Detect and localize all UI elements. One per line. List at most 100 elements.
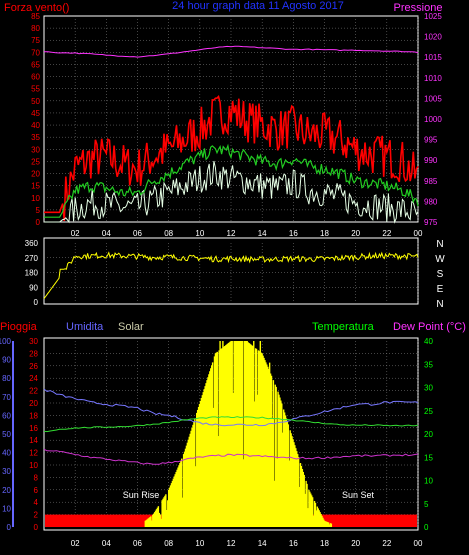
pressure-axis-label: Pressione xyxy=(394,2,443,14)
chart-title: 24 hour graph data 11 Agosto 2017 xyxy=(172,0,344,12)
weather-x-tick-label: 22 xyxy=(382,539,391,548)
direction-series xyxy=(43,251,419,299)
pressure-tick-label: 980 xyxy=(424,197,438,206)
pressure-tick-label: 985 xyxy=(424,177,438,186)
wind-tick-label: 35 xyxy=(31,133,40,142)
rain-tick-label: 8 xyxy=(34,473,39,482)
rain-tick-label: 10 xyxy=(29,461,38,470)
weather-x-tick-label: 00 xyxy=(414,539,423,548)
wind-x-tick-label: 06 xyxy=(133,229,142,238)
wind-x-tick-label: 02 xyxy=(71,229,80,238)
direction-tick-label: 180 xyxy=(25,269,39,278)
pressure-tick-label: 1020 xyxy=(424,33,442,42)
rain-tick-label: 22 xyxy=(29,387,38,396)
pressure-tick-label: 1005 xyxy=(424,94,442,103)
wind-tick-label: 25 xyxy=(31,157,40,166)
wind-gust-series xyxy=(44,95,419,222)
rain-tick-label: 2 xyxy=(34,511,39,520)
compass-label: N xyxy=(436,239,443,250)
temperature-tick-label: 25 xyxy=(424,407,433,416)
compass-label: N xyxy=(436,299,443,310)
weather-x-tick-label: 14 xyxy=(258,539,267,548)
rain-tick-label: 0 xyxy=(34,523,39,532)
pressure-tick-label: 1010 xyxy=(424,74,442,83)
temperature-tick-label: 40 xyxy=(424,337,433,346)
wind-tick-label: 65 xyxy=(31,60,40,69)
wind-tick-label: 30 xyxy=(31,145,40,154)
rain-tick-label: 12 xyxy=(29,449,38,458)
weather-x-tick-label: 10 xyxy=(195,539,204,548)
dewpoint-series xyxy=(43,448,419,465)
humidity-tick-label: 30 xyxy=(2,467,11,476)
wind-tick-label: 10 xyxy=(31,194,40,203)
wind-x-tick-label: 12 xyxy=(227,229,236,238)
pressure-tick-label: 975 xyxy=(424,218,438,227)
pressure-tick-label: 1025 xyxy=(424,12,442,21)
rain-tick-label: 24 xyxy=(29,374,38,383)
wind-x-tick-label: 04 xyxy=(102,229,111,238)
rain-tick-label: 28 xyxy=(29,349,38,358)
rain-label: Pioggia xyxy=(0,321,38,333)
humidity-tick-label: 100 xyxy=(0,337,12,346)
pressure-tick-label: 995 xyxy=(424,136,438,145)
weather-x-tick-label: 16 xyxy=(289,539,298,548)
wind-tick-label: 55 xyxy=(31,85,40,94)
direction-tick-label: 90 xyxy=(29,283,38,292)
weather-x-tick-label: 08 xyxy=(164,539,173,548)
wind-tick-label: 0 xyxy=(36,218,41,227)
rain-tick-label: 20 xyxy=(29,399,38,408)
wind-tick-label: 40 xyxy=(31,121,40,130)
wind-x-tick-label: 14 xyxy=(258,229,267,238)
humidity-series xyxy=(43,388,419,427)
wind-x-tick-label: 00 xyxy=(414,229,423,238)
wind-average-series xyxy=(44,143,419,218)
temperature-label: Temperatura xyxy=(312,321,375,333)
wind-axis-label: Forza vento() xyxy=(4,2,69,14)
wind-x-tick-label: 08 xyxy=(164,229,173,238)
temperature-tick-label: 0 xyxy=(424,523,429,532)
sun-set-annotation: Sun Set xyxy=(342,490,375,500)
tick-layer: 0510152025303540455055606570758085975980… xyxy=(0,12,445,548)
weather-x-tick-label: 12 xyxy=(227,539,236,548)
sun-rise-annotation: Sun Rise xyxy=(123,490,160,500)
pressure-tick-label: 990 xyxy=(424,156,438,165)
temperature-tick-label: 10 xyxy=(424,477,433,486)
compass-label: W xyxy=(435,254,445,265)
humidity-tick-label: 70 xyxy=(2,393,11,402)
temperature-tick-label: 15 xyxy=(424,453,433,462)
pressure-tick-label: 1000 xyxy=(424,115,442,124)
direction-tick-label: 270 xyxy=(25,254,39,263)
rain-tick-label: 30 xyxy=(29,337,38,346)
weather-x-tick-label: 06 xyxy=(133,539,142,548)
humidity-tick-label: 60 xyxy=(2,411,11,420)
weather-x-tick-label: 02 xyxy=(71,539,80,548)
wind-tick-label: 50 xyxy=(31,97,40,106)
wind-tick-label: 60 xyxy=(31,73,40,82)
wind-tick-label: 20 xyxy=(31,170,40,179)
pressure-series xyxy=(44,45,419,58)
wind-x-tick-label: 10 xyxy=(195,229,204,238)
direction-tick-label: 360 xyxy=(25,239,39,248)
series-layer xyxy=(43,45,419,527)
rain-tick-label: 18 xyxy=(29,411,38,420)
wind-x-tick-label: 22 xyxy=(382,229,391,238)
weather-x-tick-label: 20 xyxy=(351,539,360,548)
compass-label: E xyxy=(437,284,444,295)
rain-tick-label: 6 xyxy=(34,486,39,495)
humidity-tick-label: 0 xyxy=(7,523,12,532)
rain-tick-label: 14 xyxy=(29,436,38,445)
weather-x-tick-label: 04 xyxy=(102,539,111,548)
humidity-tick-label: 50 xyxy=(2,430,11,439)
temperature-series xyxy=(43,416,419,433)
wind-x-tick-label: 20 xyxy=(351,229,360,238)
direction-tick-label: 0 xyxy=(34,298,39,307)
humidity-tick-label: 10 xyxy=(2,504,11,513)
wind-x-tick-label: 16 xyxy=(289,229,298,238)
humidity-label: Umidita xyxy=(66,321,104,333)
wind-tick-label: 70 xyxy=(31,48,40,57)
pressure-tick-label: 1015 xyxy=(424,53,442,62)
rain-tick-label: 4 xyxy=(34,498,39,507)
temperature-tick-label: 20 xyxy=(424,430,433,439)
wind-tick-label: 15 xyxy=(31,182,40,191)
